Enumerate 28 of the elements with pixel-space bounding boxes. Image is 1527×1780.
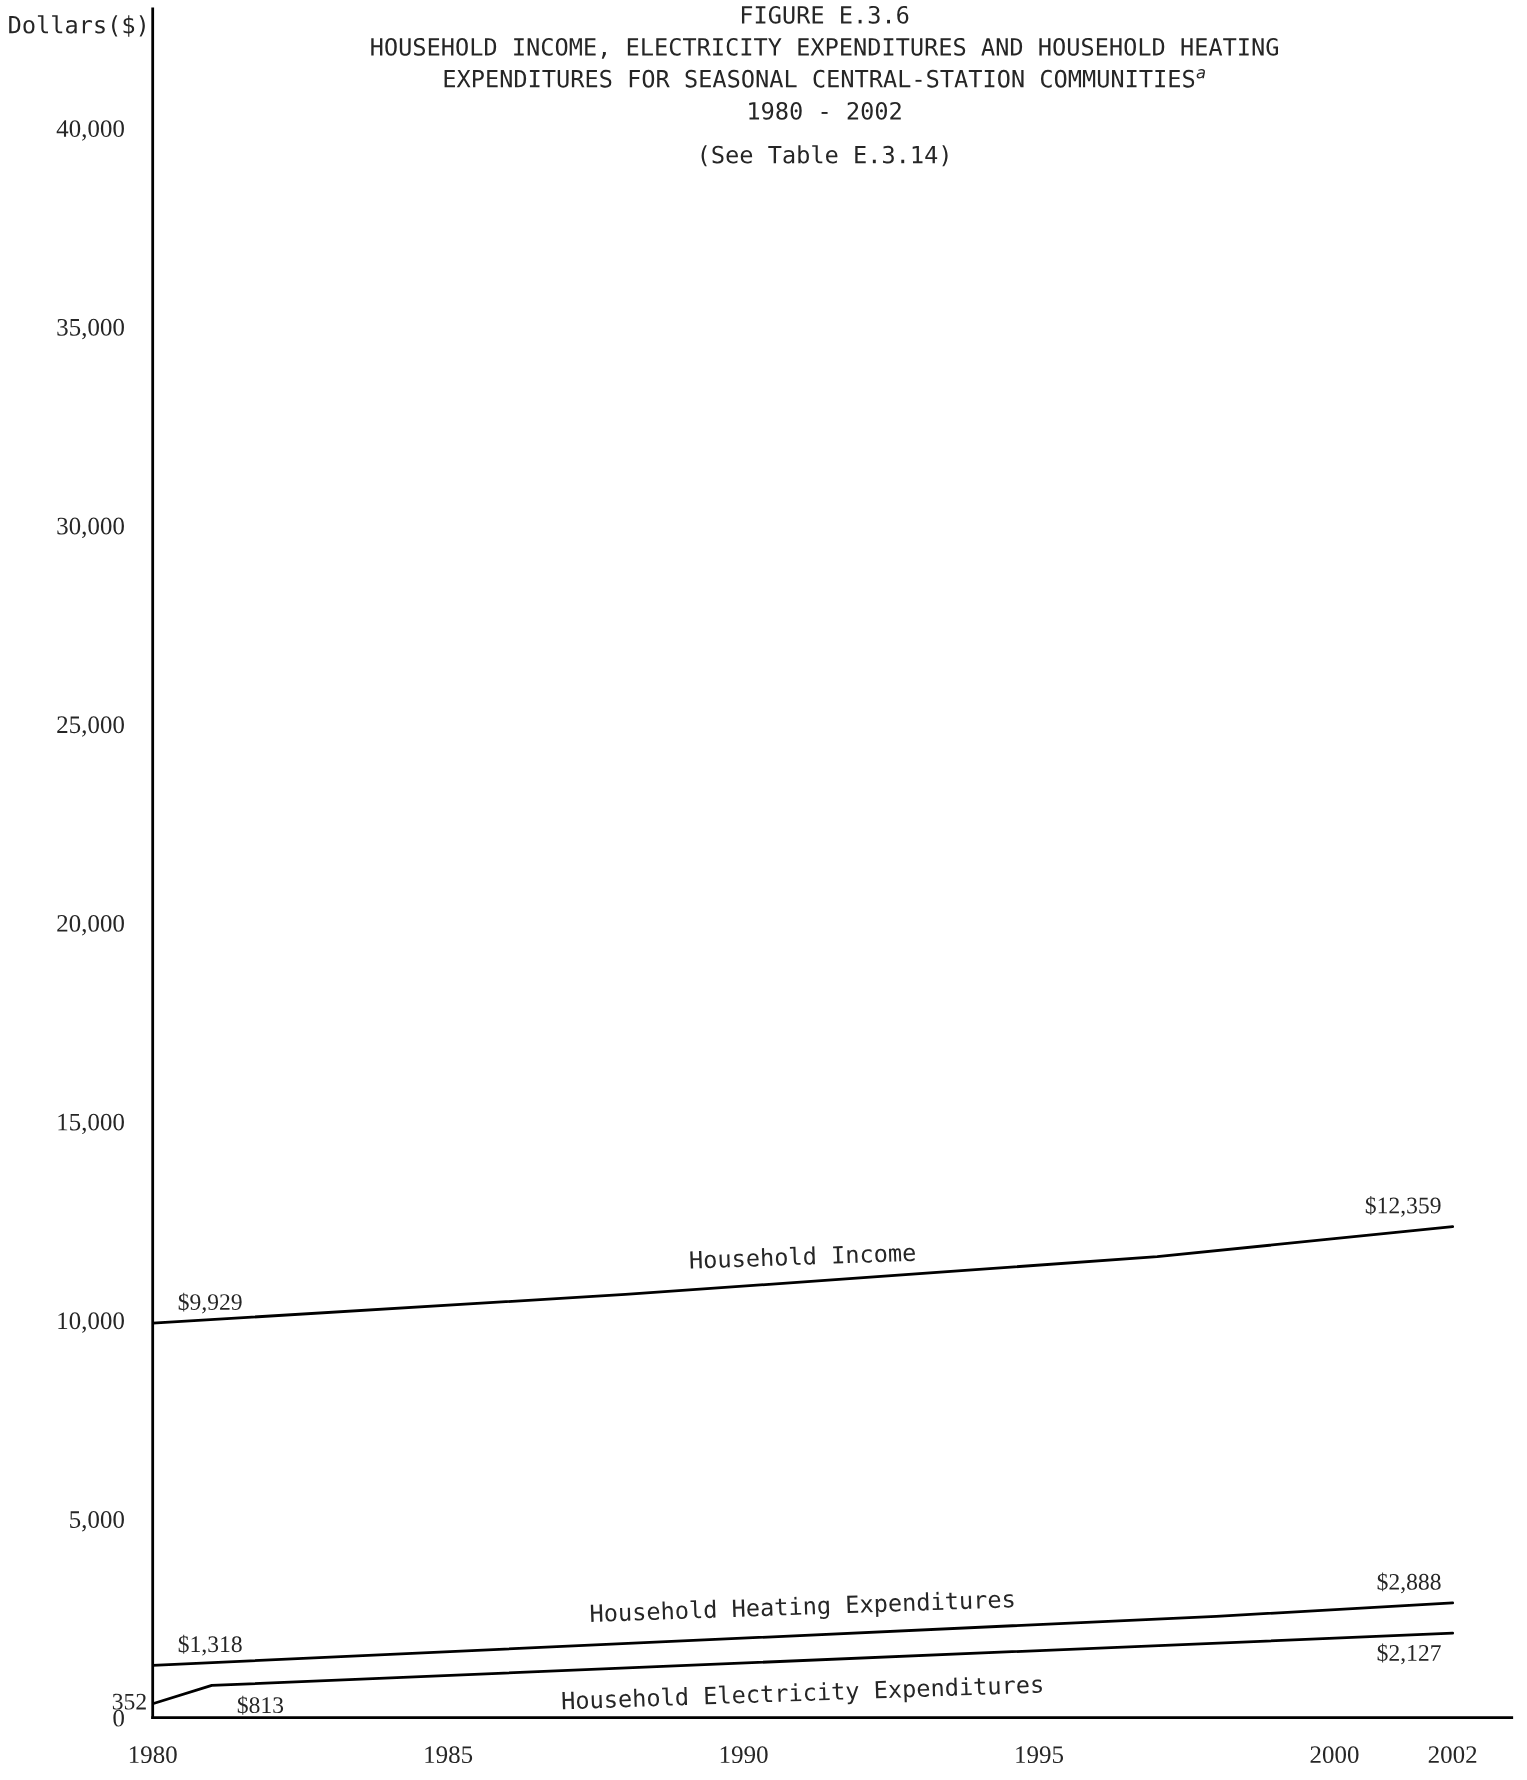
y-tick-label: 35,000 xyxy=(57,318,124,340)
text: (See Table E.3.14) xyxy=(701,145,948,167)
x-tick-label: 1980 xyxy=(129,1746,177,1764)
y-tick-label: 0 xyxy=(113,1709,124,1727)
y-tick-label: 5,000 xyxy=(70,1511,124,1532)
y-tick-label: 25,000 xyxy=(57,716,124,737)
x-tick-label: 2002 xyxy=(1428,1746,1477,1764)
y-tick-label: 15,000 xyxy=(58,1113,124,1135)
data-label: $2,888 xyxy=(1377,1572,1441,1594)
chart-title: FIGURE E.3.6 HOUSEHOLD INCOME, ELECTRICITY EXPENDITURES AND HOUSEHOLD HEATING EXPENDITURES FOR SEASONAL CENTRAL-STATION COMMUNITIES$^{a}$ 1980 - 2002 xyxy=(371,5,1278,120)
x-tick-label: 1995 xyxy=(1016,1746,1064,1764)
x-tick-label: 2000 xyxy=(1310,1746,1359,1764)
y-tick-label: 30,000 xyxy=(57,517,124,539)
data-label: 352 xyxy=(112,1693,146,1710)
data-label: $12,359 xyxy=(1365,1196,1441,1217)
y-tick-label: 40,000 xyxy=(56,120,124,141)
series-label: Household Heating Expenditures xyxy=(590,1589,1014,1628)
y-axis-title: Dollars($) xyxy=(9,15,145,37)
data-label: $1,318 xyxy=(178,1634,242,1656)
y-tick-label: 20,000 xyxy=(57,914,124,936)
data-label: $813 xyxy=(237,1695,284,1715)
y-tick-label: 10,000 xyxy=(58,1312,124,1333)
data-label: $2,127 xyxy=(1377,1643,1441,1665)
data-label: $9,929 xyxy=(178,1292,242,1314)
x-tick-label: 1990 xyxy=(720,1746,768,1764)
x-tick-label: 1985 xyxy=(425,1746,473,1764)
series-label: Household Income xyxy=(690,1242,916,1269)
series-label: Household Electricity Expenditures xyxy=(562,1674,1043,1715)
